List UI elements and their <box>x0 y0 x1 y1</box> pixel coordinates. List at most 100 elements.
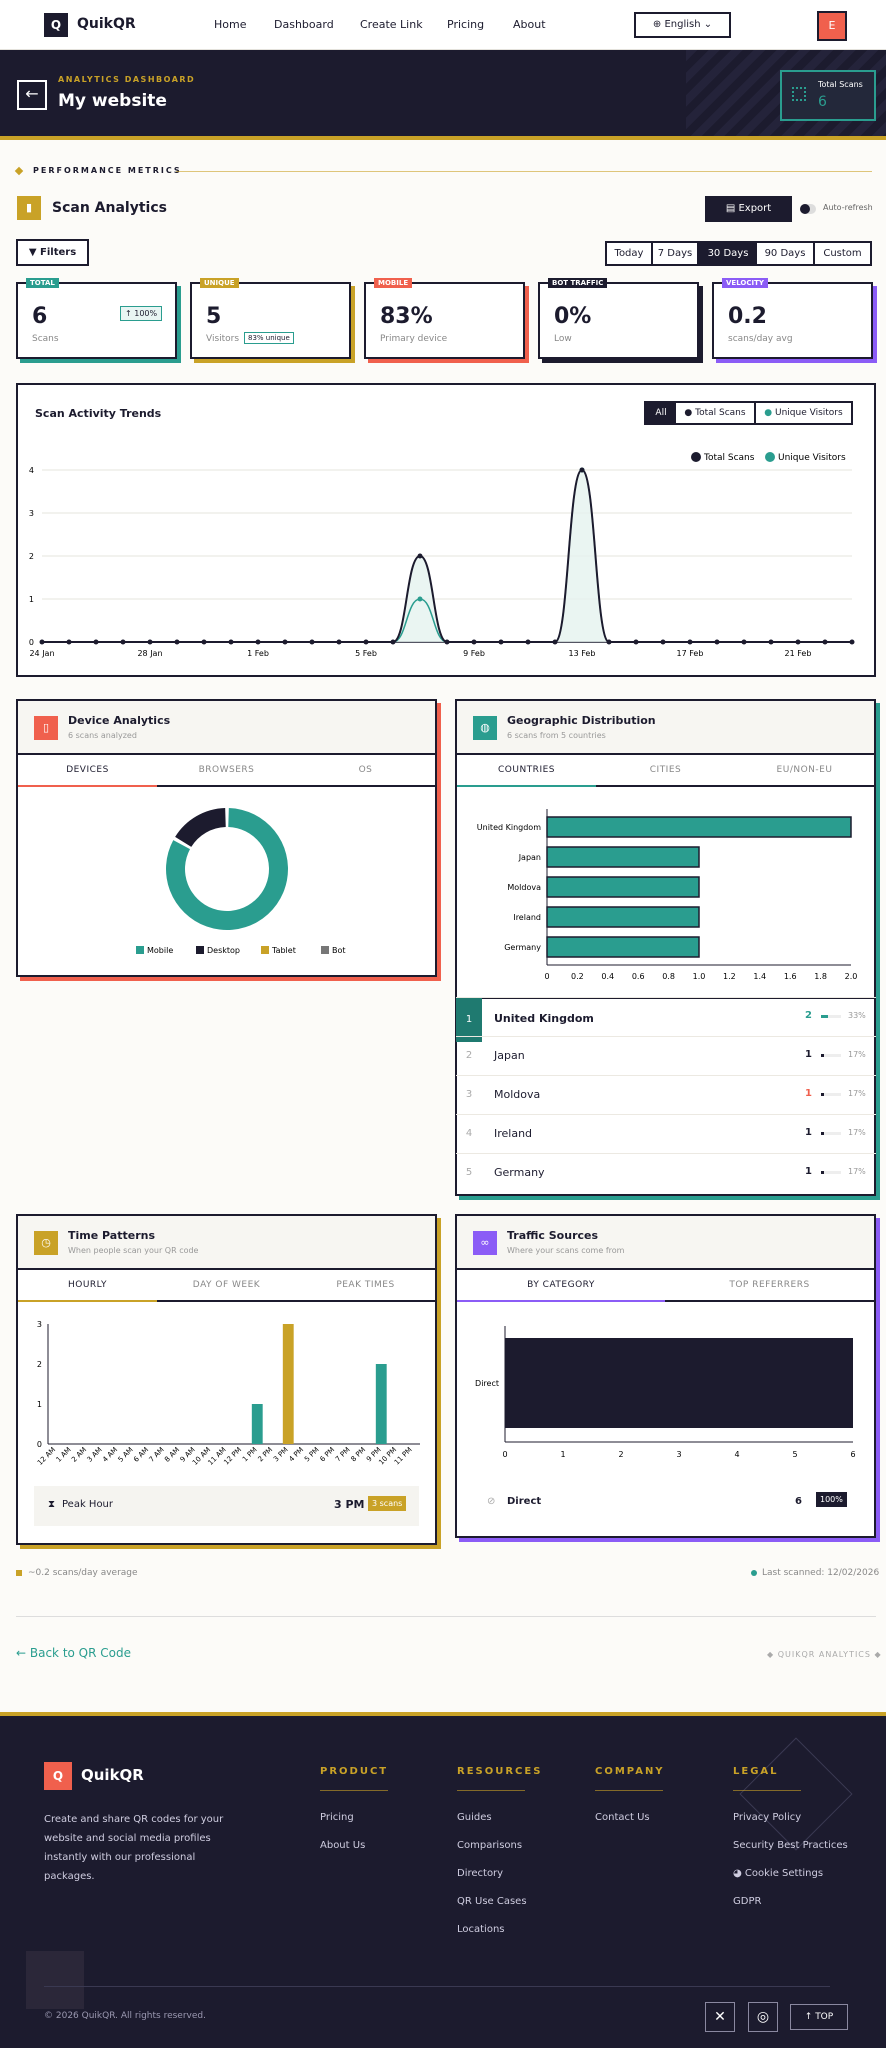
country-row[interactable]: 3 Moldova 1 17% <box>456 1075 876 1114</box>
legend-swatch <box>261 946 269 954</box>
brand-name[interactable]: QuikQR <box>77 16 136 32</box>
footer-brand[interactable]: QuikQR <box>81 1766 144 1784</box>
country-row[interactable]: 4 Ireland 1 17% <box>456 1114 876 1153</box>
back-link[interactable]: ← Back to QR Code <box>16 1646 131 1660</box>
tab-by-category[interactable]: BY CATEGORY <box>527 1280 595 1290</box>
range-today[interactable]: Today <box>607 243 653 264</box>
footer-link-use-cases[interactable]: QR Use Cases <box>457 1896 527 1907</box>
x-tick-label: 3 <box>676 1450 681 1459</box>
country-row[interactable]: 1 United Kingdom 2 33% <box>456 997 876 1042</box>
legend-swatch <box>196 946 204 954</box>
nav-pricing[interactable]: Pricing <box>447 18 485 31</box>
share-bar-track <box>821 1015 841 1018</box>
tab-top-referrers[interactable]: TOP REFERRERS <box>729 1280 810 1290</box>
x-tick-label: 8 AM <box>163 1446 181 1464</box>
share-bar-track <box>821 1132 841 1135</box>
total-scans-point <box>768 639 774 645</box>
footer-link-pricing[interactable]: Pricing <box>320 1812 354 1823</box>
country-row[interactable]: 5 Germany 1 17% <box>456 1153 876 1192</box>
brand-tag: ◆ QUIKQR ANALYTICS ◆ <box>767 1650 882 1659</box>
total-scans-label: Total Scans <box>818 80 863 89</box>
x-tick-label: 0.6 <box>632 972 645 981</box>
x-tick-label: 4 AM <box>101 1446 119 1464</box>
footer-link-gdpr[interactable]: GDPR <box>733 1896 762 1907</box>
footer-link-locations[interactable]: Locations <box>457 1924 505 1935</box>
footer-link-about[interactable]: About Us <box>320 1840 366 1851</box>
last-scanned: Last scanned: 12/02/2026 <box>762 1568 880 1578</box>
tab-eu[interactable]: EU/NON-EU <box>776 765 833 775</box>
total-scans-point <box>741 639 747 645</box>
x-tick-label: 1.8 <box>814 972 827 981</box>
tab-indicator <box>18 785 157 787</box>
section-kicker: PERFORMANCE METRICS <box>33 166 182 175</box>
range-30-days[interactable]: 30 Days <box>699 243 757 264</box>
x-tick-label: 0 <box>502 1450 507 1459</box>
stat-value: 83% <box>380 304 433 329</box>
scroll-top-button[interactable]: ↑ TOP <box>790 2004 848 2030</box>
toggle-all[interactable]: All <box>646 403 676 423</box>
tab-cities[interactable]: CITIES <box>649 765 682 775</box>
country-name: Germany <box>494 1166 545 1179</box>
y-tick-label: 0 <box>29 638 34 647</box>
tab-devices[interactable]: DEVICES <box>66 765 109 775</box>
footer-link-guides[interactable]: Guides <box>457 1812 492 1823</box>
footer-link-comparisons[interactable]: Comparisons <box>457 1840 523 1851</box>
peak-label: Peak Hour <box>62 1499 114 1510</box>
stat-tag: TOTAL <box>26 278 59 288</box>
y-tick-label: 2 <box>37 1360 42 1369</box>
x-icon[interactable]: ✕ <box>705 2002 735 2032</box>
tab-countries[interactable]: COUNTRIES <box>498 765 555 775</box>
footer-link-privacy[interactable]: Privacy Policy <box>733 1812 802 1823</box>
auto-refresh-toggle[interactable] <box>800 204 816 214</box>
footer-link-security[interactable]: Security Best Practices <box>733 1840 848 1851</box>
range-7-days[interactable]: 7 Days <box>653 243 699 264</box>
dot-icon <box>751 1570 757 1576</box>
tab-browsers[interactable]: BROWSERS <box>198 765 255 775</box>
language-label: English <box>664 19 701 30</box>
range-90-days[interactable]: 90 Days <box>757 243 815 264</box>
time-sub: When people scan your QR code <box>68 1246 199 1255</box>
desc-line: Create and share QR codes for your <box>44 1814 224 1825</box>
footer-link-directory[interactable]: Directory <box>457 1868 504 1879</box>
country-count: 1 <box>805 1088 812 1099</box>
tab-indicator <box>457 1300 665 1302</box>
total-scans-point <box>363 639 369 645</box>
country-pct: 17% <box>848 1089 866 1098</box>
nav-home[interactable]: Home <box>214 18 247 31</box>
avatar[interactable]: E <box>817 11 847 41</box>
country-row[interactable]: 2 Japan 1 17% <box>456 1036 876 1075</box>
x-tick-label: 6 PM <box>319 1446 337 1464</box>
total-scans-point <box>714 639 720 645</box>
nav-dashboard[interactable]: Dashboard <box>274 18 334 31</box>
nav-about[interactable]: About <box>513 18 546 31</box>
link-icon: ∞ <box>473 1231 497 1255</box>
footer-link-cookies[interactable]: ◕ Cookie Settings <box>733 1868 823 1879</box>
total-scans-point <box>687 639 693 645</box>
y-tick-label: Ireland <box>513 913 541 922</box>
back-arrow-icon[interactable]: ← <box>17 80 47 110</box>
footer-link-contact[interactable]: Contact Us <box>595 1812 650 1823</box>
tab-peak-times[interactable]: PEAK TIMES <box>336 1280 395 1290</box>
instagram-icon[interactable]: ◎ <box>748 2002 778 2032</box>
x-tick-label: 5 AM <box>117 1446 135 1464</box>
total-scans-point <box>39 639 45 645</box>
logo-icon[interactable]: Q <box>44 13 68 37</box>
toggle-total-scans[interactable]: ● Total Scans <box>676 403 756 423</box>
share-bar-fill <box>821 1015 828 1018</box>
toggle-unique-visitors[interactable]: ● Unique Visitors <box>764 408 843 418</box>
filters-button[interactable]: ▼ Filters <box>16 239 89 266</box>
export-button[interactable]: ▤ Export <box>705 196 792 222</box>
total-scans-point <box>282 639 288 645</box>
footer-logo-icon[interactable]: Q <box>44 1762 72 1790</box>
x-tick-label: 5 <box>792 1450 797 1459</box>
stat-value: 0.2 <box>728 304 767 329</box>
language-select[interactable]: ⊕ English ⌄ <box>634 12 731 38</box>
desc-line: packages. <box>44 1871 95 1882</box>
x-tick-label: 1.2 <box>723 972 736 981</box>
tab-day-of-week[interactable]: DAY OF WEEK <box>192 1280 261 1290</box>
tab-os[interactable]: OS <box>358 765 373 775</box>
tab-hourly[interactable]: HOURLY <box>67 1280 107 1290</box>
nav-create-link[interactable]: Create Link <box>360 18 423 31</box>
range-custom[interactable]: Custom <box>823 248 862 259</box>
device-card: ▯ Device Analytics 6 scans analyzed DEVI… <box>16 699 437 977</box>
